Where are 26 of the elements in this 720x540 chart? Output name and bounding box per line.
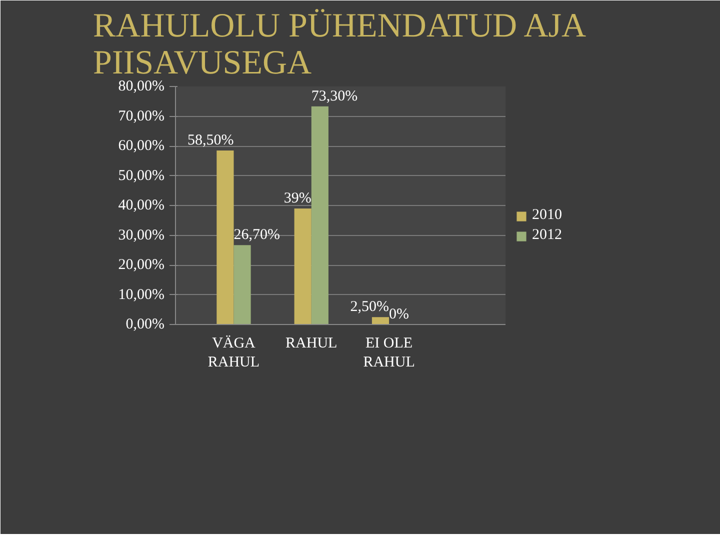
data-label: 0% xyxy=(389,306,410,322)
bar xyxy=(294,208,312,324)
y-tick-label: 30,00% xyxy=(118,227,165,244)
x-tick-label: EI OLE RAHUL xyxy=(363,336,415,371)
data-label: 73,30% xyxy=(311,88,358,104)
data-label: 58,50% xyxy=(187,132,234,148)
data-label: 2,50% xyxy=(350,299,390,316)
data-label: 39% xyxy=(284,190,312,206)
y-tick-label: 10,00% xyxy=(118,286,165,303)
y-tick-label: 80,00% xyxy=(118,78,165,94)
y-tick-label: 60,00% xyxy=(118,138,165,154)
x-tick-label: VÄGA RAHUL xyxy=(208,334,260,371)
y-tick-label: 20,00% xyxy=(118,257,165,273)
data-label: 26,70% xyxy=(234,227,280,244)
y-tick-label: 50,00% xyxy=(118,168,165,184)
chart-title: RAHULOLU PÜHENDATUD AJA PIISAVUSEGA xyxy=(93,8,587,82)
bar xyxy=(216,150,234,324)
legend-label: 2012 xyxy=(532,227,562,244)
bar xyxy=(234,245,251,324)
y-tick-label: 70,00% xyxy=(118,108,165,124)
x-tick-label: RAHUL xyxy=(286,336,338,352)
y-tick-label: 40,00% xyxy=(118,198,165,214)
bar xyxy=(372,317,390,324)
bar xyxy=(311,106,328,324)
legend-label: 2010 xyxy=(532,207,562,224)
y-tick-label: 0,00% xyxy=(126,316,165,332)
